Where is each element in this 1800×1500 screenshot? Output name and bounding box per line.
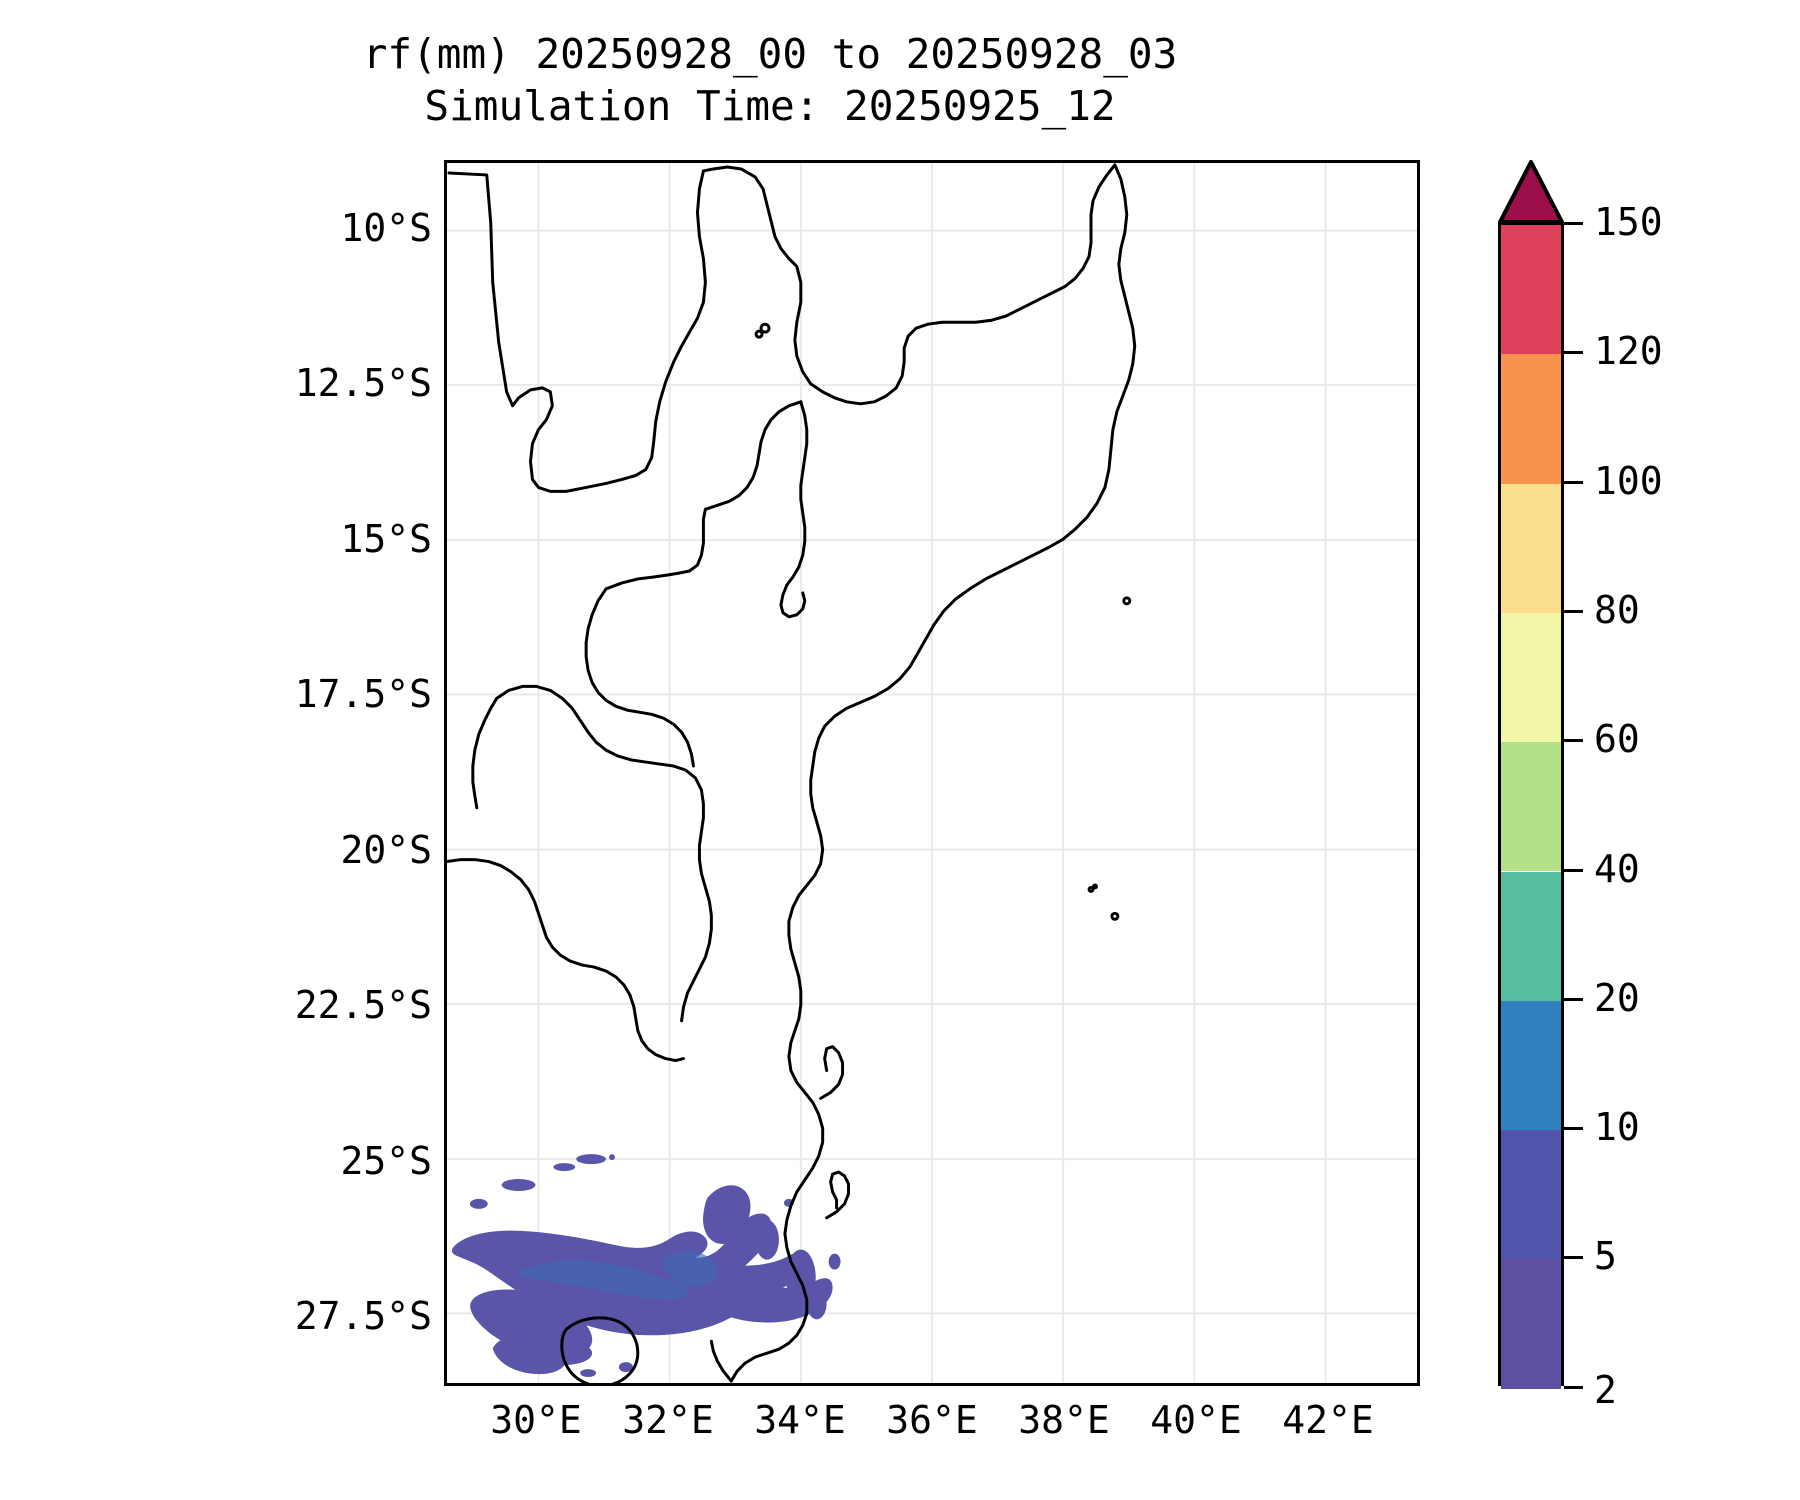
map-axes[interactable] — [444, 160, 1420, 1386]
cbar-label-60: 60 — [1594, 717, 1640, 762]
cbar-seg-20-40 — [1501, 871, 1561, 1001]
ytick-label-5: 22.5°S — [294, 983, 432, 1027]
gridlines — [447, 163, 1417, 1383]
cbar-seg-80-100 — [1501, 483, 1561, 613]
ytick-label-1: 12.5°S — [294, 361, 432, 405]
cbar-tick-150 — [1564, 222, 1583, 225]
map-svg — [447, 163, 1417, 1383]
ytick-label-4: 20°S — [340, 828, 432, 872]
cbar-tick-40 — [1564, 868, 1583, 872]
precip-band-5-10 — [518, 1250, 717, 1300]
title-line-2: Simulation Time: 20250925_12 — [424, 82, 1116, 131]
cbar-tick-20 — [1564, 997, 1583, 1001]
colorbar-body — [1498, 222, 1564, 1389]
cbar-seg-2-5 — [1501, 1259, 1561, 1389]
cbar-label-5: 5 — [1594, 1234, 1617, 1279]
cbar-tick-60 — [1564, 739, 1583, 743]
country-borders — [447, 163, 1137, 1383]
xtick-label-4: 38°E — [1018, 1398, 1110, 1442]
plot-title: rf(mm) 20250928_00 to 20250928_03 Simula… — [0, 28, 1540, 133]
cbar-label-150: 150 — [1594, 200, 1663, 244]
cbar-tick-120 — [1564, 351, 1583, 355]
xtick-label-6: 42°E — [1282, 1398, 1374, 1442]
ytick-label-7: 27.5°S — [294, 1294, 432, 1338]
cbar-tick-5 — [1564, 1256, 1583, 1260]
colorbar[interactable]: 150 120 100 80 60 40 20 10 5 2 — [1498, 160, 1798, 1412]
cbar-label-80: 80 — [1594, 587, 1640, 632]
cbar-seg-10-20 — [1501, 1000, 1561, 1131]
map-plot-area — [447, 163, 1417, 1383]
xtick-label-5: 40°E — [1150, 1398, 1242, 1442]
ytick-label-3: 17.5°S — [294, 672, 432, 716]
cbar-tick-80 — [1564, 609, 1583, 613]
precip-band-2-5 — [451, 1154, 841, 1378]
cbar-label-20: 20 — [1594, 975, 1640, 1020]
xtick-label-3: 36°E — [886, 1398, 978, 1442]
xtick-label-2: 34°E — [754, 1398, 846, 1442]
xtick-label-1: 32°E — [622, 1398, 714, 1442]
colorbar-extend-arrow-icon — [1498, 160, 1564, 224]
cbar-seg-60-80 — [1501, 612, 1561, 743]
cbar-seg-40-60 — [1501, 742, 1561, 872]
cbar-label-100: 100 — [1594, 458, 1663, 503]
cbar-tick-100 — [1564, 480, 1583, 484]
cbar-label-40: 40 — [1594, 846, 1640, 891]
title-line-1: rf(mm) 20250928_00 to 20250928_03 — [362, 30, 1178, 78]
cbar-label-10: 10 — [1594, 1105, 1640, 1150]
cbar-tick-10 — [1564, 1127, 1583, 1131]
cbar-tick-2 — [1564, 1386, 1583, 1389]
cbar-label-120: 120 — [1594, 329, 1663, 374]
cbar-seg-5-10 — [1501, 1130, 1561, 1260]
xtick-label-0: 30°E — [490, 1398, 582, 1442]
cbar-seg-100-120 — [1501, 354, 1561, 484]
ytick-label-6: 25°S — [340, 1139, 432, 1183]
cbar-label-2: 2 — [1594, 1368, 1617, 1412]
cbar-seg-120-150 — [1501, 225, 1561, 355]
ytick-label-0: 10°S — [340, 206, 432, 250]
ytick-label-2: 15°S — [340, 517, 432, 561]
